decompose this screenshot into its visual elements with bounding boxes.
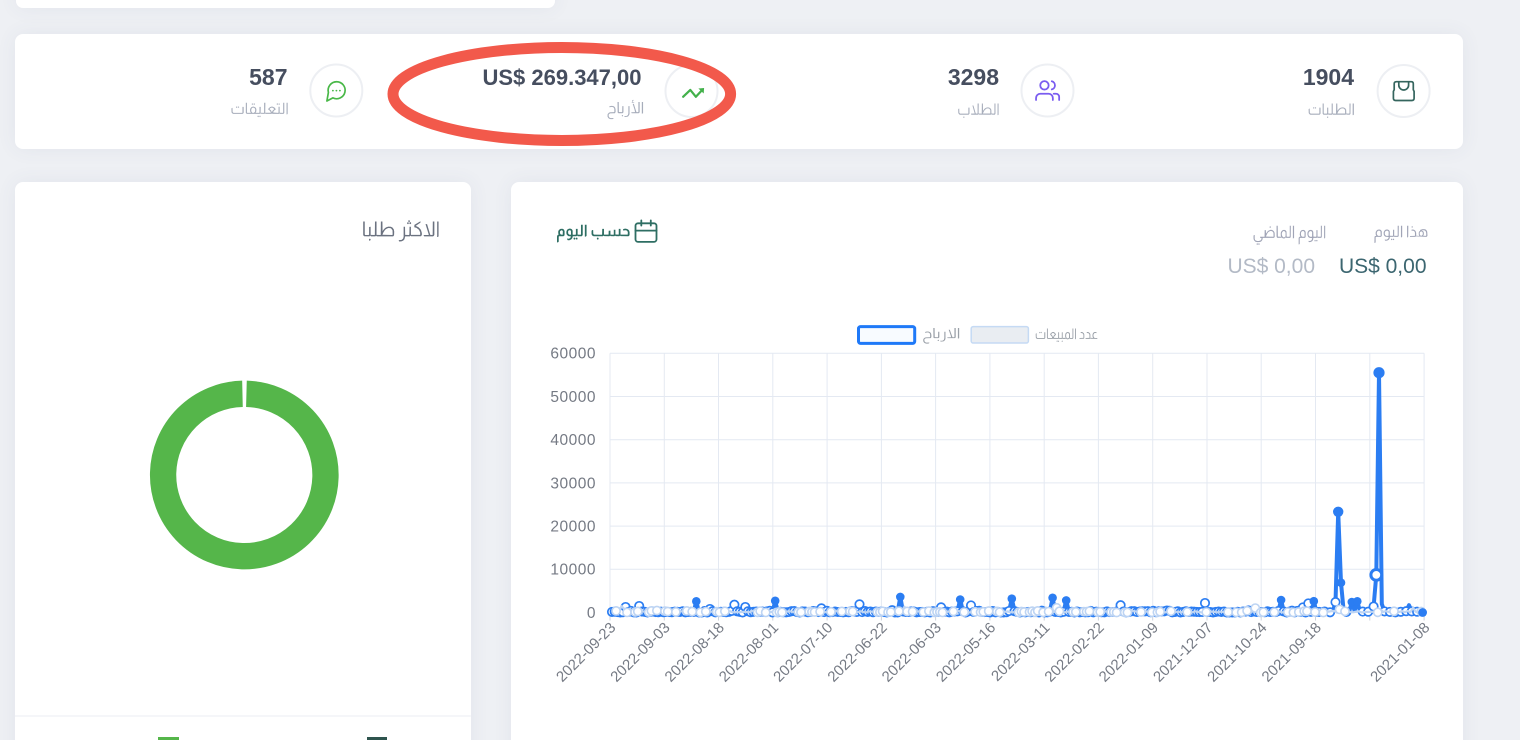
svg-text:US$ 269.347,00: US$ 269.347,00	[482, 65, 641, 90]
svg-text:30000: 30000	[550, 475, 596, 492]
svg-text:50000: 50000	[550, 389, 596, 406]
svg-text:2021-01-08: 2021-01-08	[1367, 619, 1433, 685]
svg-text:10000: 10000	[550, 562, 596, 579]
svg-text:60000: 60000	[550, 346, 596, 363]
svg-text:US$ 0,00: US$ 0,00	[1339, 255, 1427, 278]
svg-text:1904: 1904	[1303, 64, 1354, 90]
svg-text:2021-09-18: 2021-09-18	[1259, 619, 1325, 685]
svg-text:3298: 3298	[948, 64, 999, 90]
svg-text:20000: 20000	[550, 519, 596, 536]
svg-text:0: 0	[587, 605, 596, 622]
svg-text:40000: 40000	[550, 432, 596, 449]
svg-text:US$ 0,00: US$ 0,00	[1227, 255, 1315, 278]
svg-text:587: 587	[249, 64, 287, 90]
svg-text:2022-05-16: 2022-05-16	[933, 619, 999, 685]
